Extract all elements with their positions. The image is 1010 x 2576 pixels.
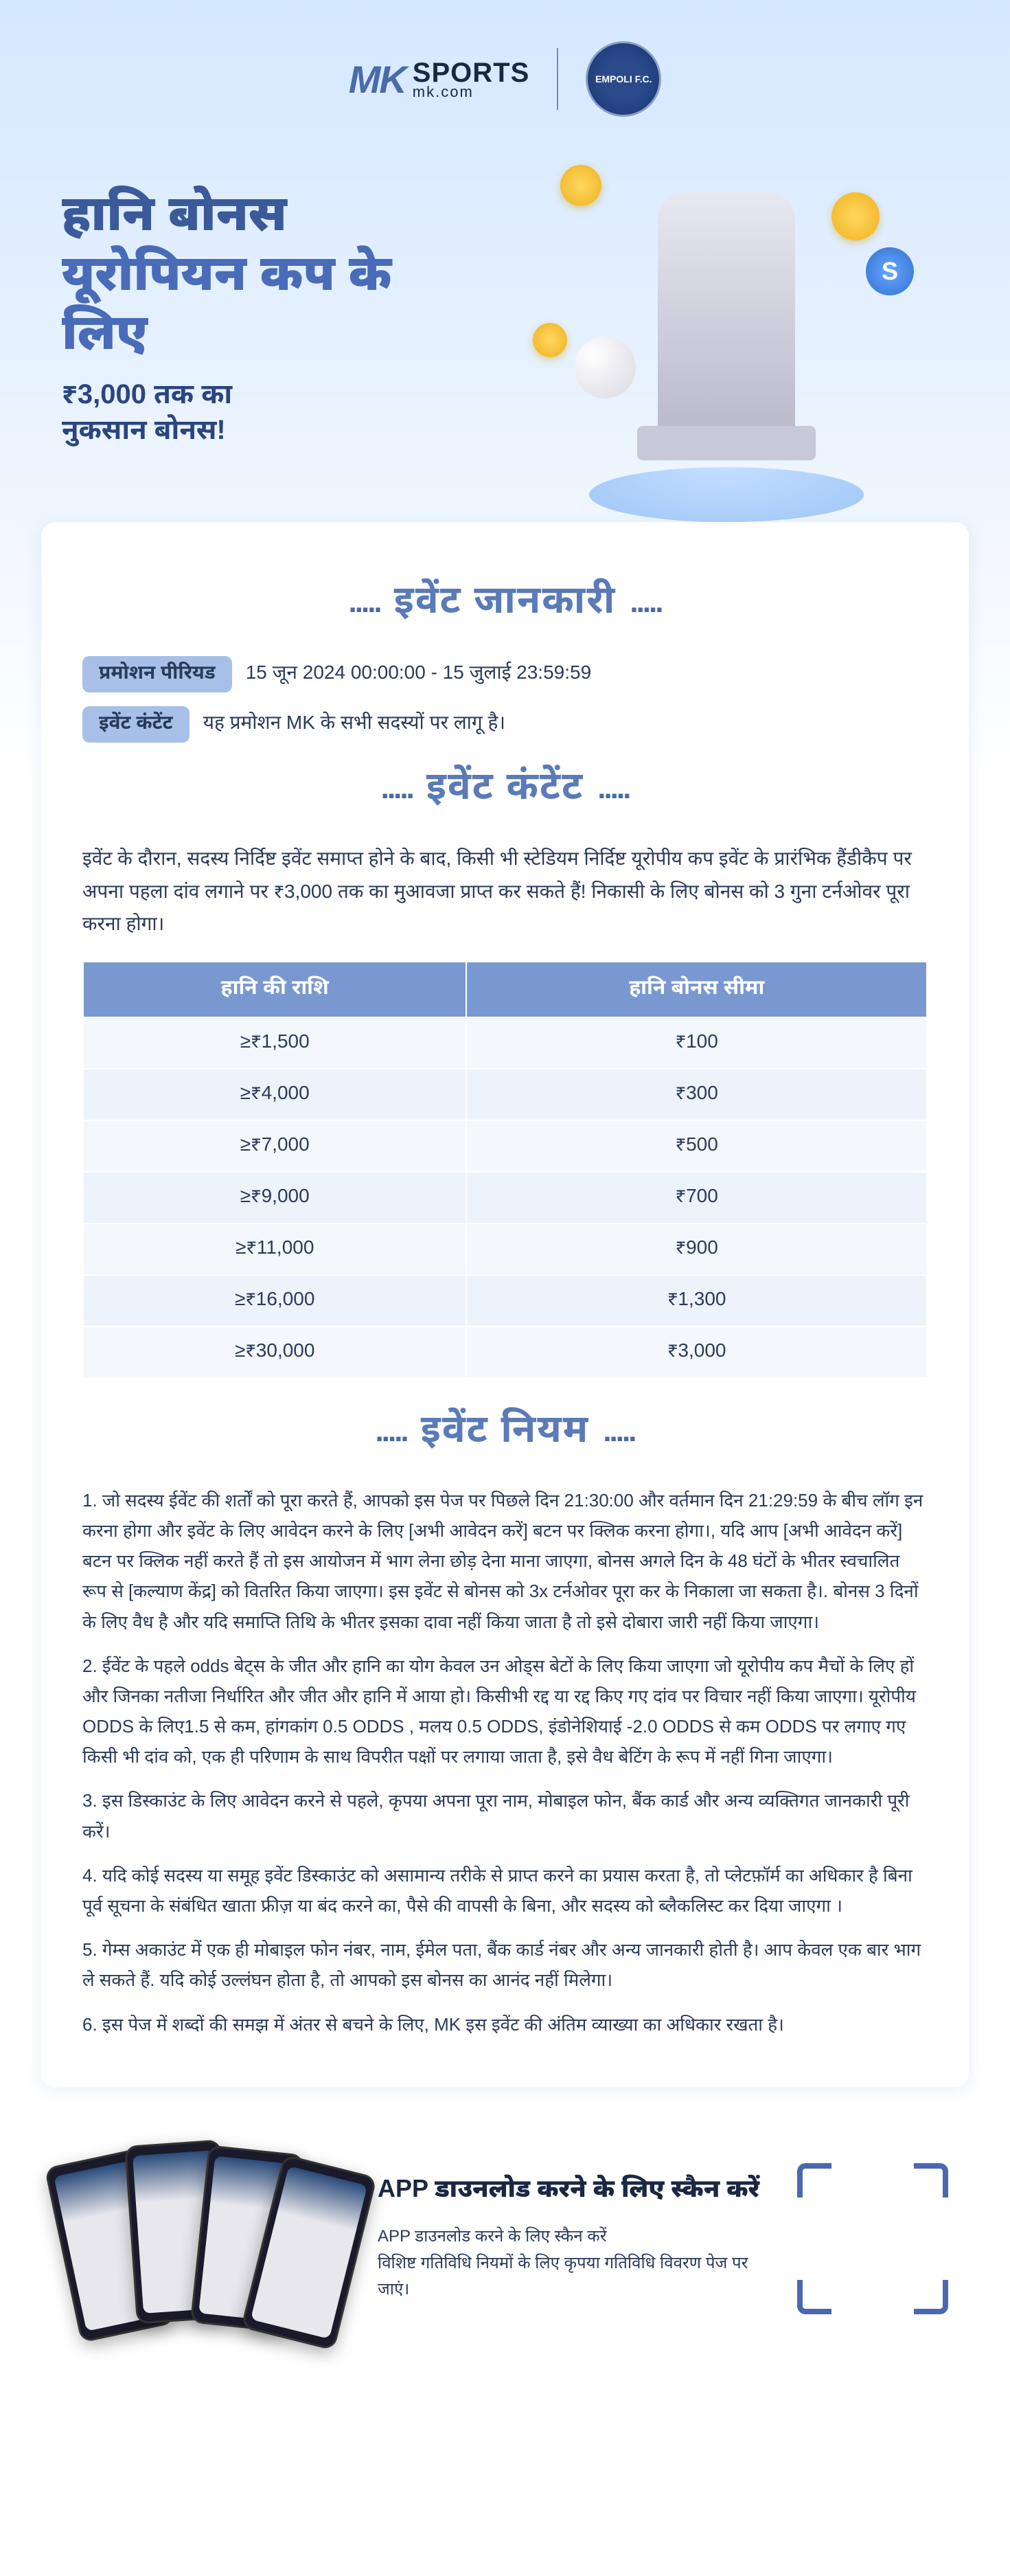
footer-line1: APP डाउनलोड करने के लिए स्कैन करें [378, 2224, 770, 2250]
s-coin-icon: S [866, 247, 914, 295]
table-row: ≥₹9,000₹700 [83, 1172, 927, 1223]
logo-url-text: mk.com [413, 83, 529, 101]
table-header-loss: हानि की राशि [83, 962, 466, 1017]
promo-period-value: 15 जून 2024 00:00:00 - 15 जुलाई 23:59:59 [246, 662, 591, 687]
rule-item: ईवेंट के पहले odds बेट्स के जीत और हानि … [82, 1651, 928, 1772]
rules-list: जो सदस्य ईवेंट की शर्तों को पूरा करते है… [82, 1485, 928, 2040]
loss-amount-cell: ≥₹9,000 [83, 1172, 466, 1223]
table-row: ≥₹11,000₹900 [83, 1223, 927, 1275]
event-content-row: इवेंट कंटेंट यह प्रमोशन MK के सभी सदस्यो… [82, 706, 928, 743]
bonus-limit-cell: ₹3,000 [466, 1326, 927, 1378]
promo-period-label: प्रमोशन पीरियड [82, 656, 232, 692]
bonus-limit-cell: ₹300 [466, 1069, 927, 1120]
bonus-limit-cell: ₹700 [466, 1172, 927, 1223]
table-row: ≥₹4,000₹300 [83, 1069, 927, 1120]
app-screenshots-icon [62, 2143, 350, 2335]
trophy-icon [658, 192, 795, 440]
event-content-heading: इवेंट कंटेंट [82, 763, 928, 815]
coin-icon [533, 323, 567, 357]
logo-row: MK SPORTS mk.com EMPOLI F.C. [62, 41, 948, 117]
event-content-label: इवेंट कंटेंट [82, 706, 190, 743]
hero-subtitle-line1: ₹3,000 तक का [62, 376, 461, 412]
logo-divider [557, 48, 558, 110]
coin-icon [831, 192, 880, 240]
table-row: ≥₹7,000₹500 [83, 1120, 927, 1172]
promo-period-row: प्रमोशन पीरियड 15 जून 2024 00:00:00 - 15… [82, 656, 928, 692]
footer-text-block: APP डाउनलोड करने के लिए स्कैन करें APP ड… [378, 2174, 770, 2303]
footer-section: APP डाउनलोड करने के लिए स्कैन करें APP ड… [0, 2101, 1010, 2390]
bonus-table: हानि की राशि हानि बोनस सीमा ≥₹1,500₹100≥… [82, 961, 928, 1379]
rule-item: जो सदस्य ईवेंट की शर्तों को पूरा करते है… [82, 1485, 928, 1637]
bonus-limit-cell: ₹900 [466, 1223, 927, 1275]
event-description: इवेंट के दौरान, सदस्य निर्दिष्ट इवेंट सम… [82, 842, 928, 940]
loss-amount-cell: ≥₹30,000 [83, 1326, 466, 1378]
footer-heading: APP डाउनलोड करने के लिए स्कैन करें [378, 2174, 770, 2207]
qr-code-frame-icon [797, 2163, 948, 2314]
club-badge-label: EMPOLI F.C. [595, 74, 652, 84]
hero-trophy-image: S [505, 151, 949, 481]
rule-item: इस डिस्काउंट के लिए आवेदन करने से पहले, … [82, 1785, 928, 1846]
rule-item: गेम्स अकाउंट में एक ही मोबाइल फोन नंबर, … [82, 1934, 928, 1995]
hero-text-block: हानि बोनस यूरोपियन कप के लिए ₹3,000 तक क… [62, 184, 461, 447]
loss-amount-cell: ≥₹1,500 [83, 1017, 466, 1069]
loss-amount-cell: ≥₹16,000 [83, 1275, 466, 1326]
table-row: ≥₹16,000₹1,300 [83, 1275, 927, 1326]
bonus-limit-cell: ₹100 [466, 1017, 927, 1069]
football-icon [574, 337, 636, 398]
logo-mk-text: MK [349, 57, 406, 102]
rule-item: यदि कोई सदस्य या समूह इवेंट डिस्काउंट को… [82, 1860, 928, 1921]
coin-icon [560, 165, 601, 206]
bonus-limit-cell: ₹500 [466, 1120, 927, 1172]
hero-title-line1: हानि बोनस [62, 184, 461, 243]
table-row: ≥₹1,500₹100 [83, 1017, 927, 1069]
hero-row: हानि बोनस यूरोपियन कप के लिए ₹3,000 तक क… [62, 151, 948, 481]
hero-title-line2: यूरोपियन कप के लिए [62, 244, 461, 363]
event-info-heading: इवेंट जानकारी [82, 577, 928, 629]
table-header-bonus: हानि बोनस सीमा [466, 962, 927, 1017]
footer-line2: विशिष्ट गतिविधि नियमों के लिए कृपया गतिव… [378, 2250, 770, 2303]
loss-amount-cell: ≥₹7,000 [83, 1120, 466, 1172]
content-card: इवेंट जानकारी प्रमोशन पीरियड 15 जून 2024… [41, 522, 969, 2088]
rule-item: इस पेज में शब्दों की समझ में अंतर से बचन… [82, 2009, 928, 2040]
podium-icon [589, 467, 864, 522]
event-content-value: यह प्रमोशन MK के सभी सदस्यों पर लागू है। [203, 712, 505, 737]
event-rules-heading: इवेंट नियम [82, 1406, 928, 1458]
hero-subtitle-line2: नुकसान बोनस! [62, 412, 461, 448]
mk-sports-logo: MK SPORTS mk.com [349, 57, 530, 102]
loss-amount-cell: ≥₹11,000 [83, 1223, 466, 1275]
bonus-limit-cell: ₹1,300 [466, 1275, 927, 1326]
club-badge-icon: EMPOLI F.C. [586, 41, 661, 117]
loss-amount-cell: ≥₹4,000 [83, 1069, 466, 1120]
table-row: ≥₹30,000₹3,000 [83, 1326, 927, 1378]
header-section: MK SPORTS mk.com EMPOLI F.C. हानि बोनस य… [0, 0, 1010, 508]
